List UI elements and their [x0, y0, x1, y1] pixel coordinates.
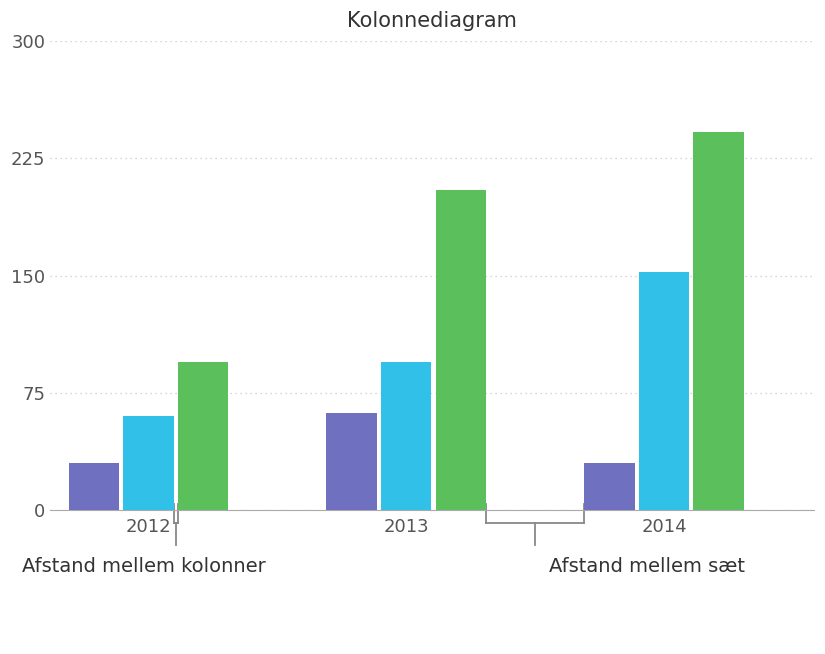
Bar [178, 362, 229, 510]
Bar [327, 413, 377, 510]
Text: Afstand mellem sæt: Afstand mellem sæt [549, 557, 745, 576]
Title: Kolonnediagram: Kolonnediagram [347, 11, 517, 31]
Bar [694, 131, 744, 510]
Bar [436, 190, 486, 510]
Bar [584, 463, 634, 510]
Bar [68, 463, 119, 510]
Text: Afstand mellem kolonner: Afstand mellem kolonner [21, 557, 266, 576]
Bar [123, 417, 174, 510]
Bar [381, 362, 431, 510]
Bar [639, 273, 689, 510]
